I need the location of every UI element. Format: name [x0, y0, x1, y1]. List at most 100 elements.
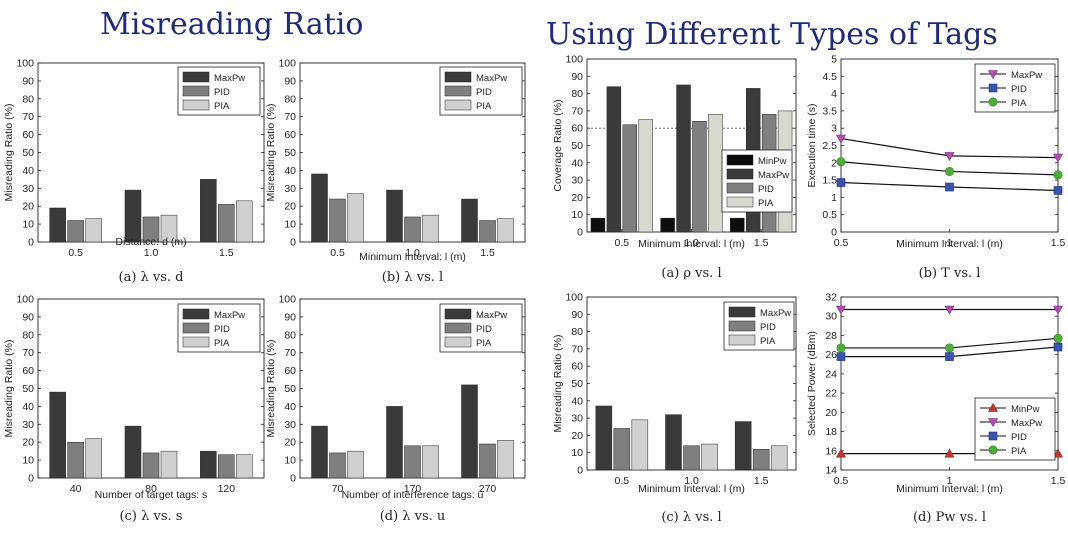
y-axis-label: Coverage Ratio (%) — [552, 99, 564, 191]
y-tick-label: 60 — [22, 129, 34, 141]
point-pia — [836, 157, 846, 167]
bar-minpw-0.5 — [590, 217, 606, 233]
x-tick-label: 1.5 — [754, 237, 769, 249]
point-pid — [945, 352, 954, 361]
legend-swatch-pid — [728, 320, 756, 332]
bar-maxpw-120 — [200, 450, 217, 479]
point-pid — [836, 352, 846, 361]
y-tick-label: 50 — [284, 383, 296, 395]
bar-pid-270 — [479, 443, 496, 479]
y-tick-label: 100 — [565, 292, 583, 304]
bar-pid-1.5 — [752, 448, 770, 471]
chart-panel-7: 0 10 20 30 40 50 60 70 80 90 100 Misreading Ratio (… — [552, 292, 797, 525]
y-tick-label: 100 — [278, 58, 296, 70]
legend-label-pid: PID — [214, 324, 230, 335]
bar-pid-0.5 — [622, 124, 638, 233]
legend-swatch-pid — [726, 182, 754, 194]
y-axis-label: Selected Power (dBm) — [806, 331, 818, 436]
y-tick-label: 2 — [831, 157, 837, 169]
y-tick-label: 80 — [284, 93, 296, 105]
y-tick-label: 70 — [571, 105, 583, 117]
bar-maxpw-80 — [124, 425, 142, 479]
legend-swatch-pid — [182, 85, 210, 97]
x-axis-label: Minimum Interval: l (m) — [638, 483, 745, 495]
y-tick-label: 0 — [290, 237, 296, 249]
y-tick-label: 50 — [284, 147, 296, 159]
x-tick-label: 1.5 — [219, 247, 234, 259]
y-tick-label: 100 — [278, 294, 296, 306]
point-pia — [836, 343, 846, 353]
point-maxpw — [1052, 153, 1064, 163]
chart-caption: (a) ρ vs. l — [661, 266, 721, 281]
bar-maxpw-70 — [311, 425, 328, 479]
point-pid — [1053, 342, 1063, 352]
y-tick-label: 90 — [284, 311, 296, 323]
point-pid — [945, 182, 954, 192]
y-tick-label: 80 — [571, 326, 583, 338]
x-axis-label: Minimum Interval: l (m) — [896, 238, 1003, 250]
legend-label-pia: PIA — [760, 336, 776, 347]
y-tick-label: 10 — [284, 219, 296, 231]
y-tick-label: 70 — [284, 111, 296, 123]
y-tick-label: 0 — [831, 227, 837, 239]
y-tick-label: 90 — [22, 75, 34, 87]
bar-pia-270 — [497, 440, 514, 479]
bar-pid-70 — [329, 452, 346, 479]
y-tick-label: 0 — [290, 473, 296, 485]
legend-label-pid: PID — [1011, 432, 1027, 443]
bar-pid-80 — [142, 452, 160, 479]
legend-label-pia: PIA — [476, 338, 492, 349]
chart-panel-1: 0 10 20 30 40 50 60 70 80 90 100 Misreading Ratio (… — [3, 58, 265, 285]
legend-label-pia: PIA — [214, 101, 230, 112]
x-tick-label: 1 — [947, 237, 953, 249]
legend-swatch-maxpw — [444, 71, 472, 83]
legend-label-minpw: MinPw — [1011, 404, 1040, 415]
y-tick-label: 30 — [825, 311, 837, 323]
legend-label-pid: PID — [476, 87, 492, 98]
y-tick-label: 10 — [22, 455, 34, 467]
y-tick-label: 20 — [284, 437, 296, 449]
x-axis-label: Minimum Interval: l (m) — [638, 238, 745, 250]
x-axis-label: Distance: d (m) — [115, 236, 186, 248]
y-tick-label: 50 — [571, 378, 583, 390]
chart-panel-5: 0 10 20 30 40 50 60 70 80 90 100 Coverage Ratio (%)… — [552, 54, 797, 281]
y-tick-label: 80 — [284, 329, 296, 341]
x-tick-label: 0.5 — [615, 475, 630, 487]
bar-maxpw-0.5 — [49, 207, 66, 243]
bar-maxpw-40 — [49, 391, 66, 479]
x-tick-label: 1.0 — [684, 475, 699, 487]
point-minpw — [1052, 448, 1064, 458]
legend-marker-pid — [988, 431, 998, 441]
bar-maxpw-1.5 — [734, 421, 752, 471]
y-tick-label: 20 — [571, 430, 583, 442]
x-tick-label: 1.5 — [1051, 475, 1066, 487]
point-minpw — [835, 448, 847, 458]
bar-pia-0.5 — [638, 119, 653, 233]
bar-pid-0.5 — [67, 220, 84, 243]
y-tick-label: 70 — [571, 343, 583, 355]
y-tick-label: 30 — [284, 183, 296, 195]
y-tick-label: 100 — [565, 54, 583, 66]
bar-pid-0.5 — [329, 198, 346, 243]
legend-label-pia: PIA — [476, 101, 492, 112]
bar-pia-40 — [85, 438, 102, 479]
bar-minpw-1.0 — [660, 217, 675, 233]
legend-label-maxpw: MaxPw — [758, 170, 789, 181]
bar-maxpw-1.0 — [676, 84, 691, 233]
y-tick-label: 20 — [22, 437, 34, 449]
y-tick-label: 2.5 — [822, 140, 837, 152]
legend-swatch-maxpw — [728, 306, 756, 318]
legend-label-maxpw: MaxPw — [476, 310, 507, 321]
y-tick-label: 60 — [571, 361, 583, 373]
y-tick-label: 18 — [825, 426, 837, 438]
point-maxpw — [944, 152, 955, 161]
x-axis-label: Minimum Interval: l (m) — [896, 483, 1003, 495]
y-tick-label: 3.5 — [822, 105, 837, 117]
y-tick-label: 40 — [571, 395, 583, 407]
bar-pid-1.0 — [404, 216, 421, 243]
y-tick-label: 4 — [831, 88, 837, 100]
point-pid — [836, 178, 846, 187]
point-maxpw — [835, 305, 847, 315]
